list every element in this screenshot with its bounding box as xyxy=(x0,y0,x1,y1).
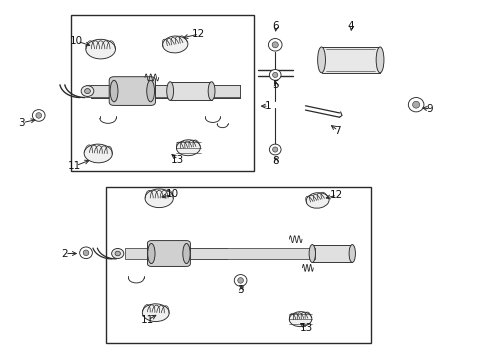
Bar xyxy=(170,82,211,100)
Bar xyxy=(91,85,239,98)
Ellipse shape xyxy=(272,42,278,48)
Bar xyxy=(71,15,254,171)
Text: 13: 13 xyxy=(170,154,183,165)
Ellipse shape xyxy=(166,82,173,100)
Ellipse shape xyxy=(308,244,315,262)
Ellipse shape xyxy=(84,89,90,94)
Ellipse shape xyxy=(317,47,325,73)
Text: 3: 3 xyxy=(19,118,25,128)
Bar xyxy=(125,248,227,259)
Text: 7: 7 xyxy=(333,126,340,135)
Text: 8: 8 xyxy=(271,156,278,166)
Bar xyxy=(86,85,116,97)
Text: 11: 11 xyxy=(68,161,81,171)
Ellipse shape xyxy=(32,110,45,121)
Ellipse shape xyxy=(234,275,246,286)
Ellipse shape xyxy=(111,248,123,258)
Bar xyxy=(321,47,379,73)
Ellipse shape xyxy=(348,244,355,262)
Ellipse shape xyxy=(375,47,383,73)
Ellipse shape xyxy=(83,250,89,256)
Ellipse shape xyxy=(163,36,187,53)
Text: 1: 1 xyxy=(264,101,271,111)
Text: 9: 9 xyxy=(426,104,432,114)
Ellipse shape xyxy=(269,144,281,155)
Bar xyxy=(105,187,370,343)
Ellipse shape xyxy=(80,247,92,258)
Ellipse shape xyxy=(289,312,311,327)
Ellipse shape xyxy=(147,243,155,264)
Ellipse shape xyxy=(183,243,190,264)
Ellipse shape xyxy=(36,113,41,118)
Ellipse shape xyxy=(407,98,423,112)
Ellipse shape xyxy=(115,251,120,256)
Ellipse shape xyxy=(237,278,243,283)
Bar xyxy=(312,244,351,262)
Text: 6: 6 xyxy=(271,21,278,31)
Text: 12: 12 xyxy=(329,190,342,200)
Ellipse shape xyxy=(272,72,277,77)
Ellipse shape xyxy=(268,39,282,51)
Text: 12: 12 xyxy=(191,29,204,39)
Ellipse shape xyxy=(85,39,115,59)
Text: 2: 2 xyxy=(61,248,67,258)
Text: 10: 10 xyxy=(70,36,82,46)
FancyBboxPatch shape xyxy=(147,240,190,266)
Ellipse shape xyxy=(176,140,200,156)
Ellipse shape xyxy=(145,189,173,208)
Text: 4: 4 xyxy=(347,21,353,31)
Text: 13: 13 xyxy=(300,323,313,333)
Bar xyxy=(183,248,314,259)
Ellipse shape xyxy=(272,147,277,152)
Ellipse shape xyxy=(81,86,94,96)
Ellipse shape xyxy=(412,101,419,108)
Text: 3: 3 xyxy=(237,285,244,296)
Text: 10: 10 xyxy=(165,189,179,199)
FancyBboxPatch shape xyxy=(109,77,155,105)
Ellipse shape xyxy=(142,304,169,321)
Text: 11: 11 xyxy=(140,315,153,325)
Ellipse shape xyxy=(208,82,215,100)
Bar xyxy=(148,85,239,97)
Text: 5: 5 xyxy=(271,80,278,90)
Ellipse shape xyxy=(269,69,281,80)
Ellipse shape xyxy=(305,193,328,208)
Ellipse shape xyxy=(84,144,112,163)
Ellipse shape xyxy=(146,80,154,102)
Ellipse shape xyxy=(110,80,118,102)
